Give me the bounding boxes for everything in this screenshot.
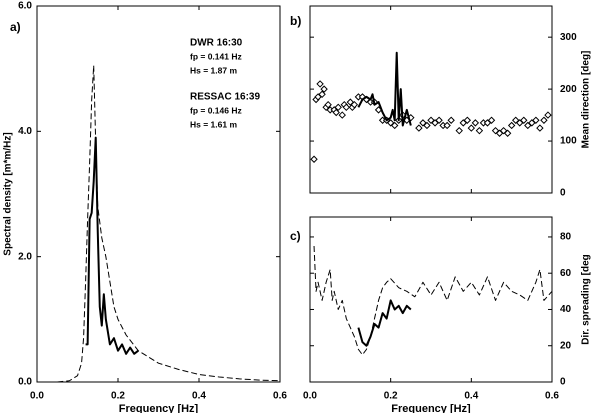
- diamond-marker: [318, 90, 326, 99]
- solid-line: [357, 299, 412, 347]
- diamond-marker: [532, 116, 540, 124]
- diamond-marker: [540, 116, 548, 124]
- annotation: Hs = 1.87 m: [190, 65, 237, 75]
- y-tick-label: 0: [560, 188, 566, 199]
- panel-label: c): [290, 229, 301, 243]
- x-tick-label: 0.6: [545, 391, 559, 402]
- x-tick-label: 0.4: [192, 391, 206, 402]
- y-tick-label: 300: [560, 32, 577, 43]
- diamond-marker: [334, 103, 342, 111]
- y-axis-title: Spectral density [m*m/Hz]: [3, 132, 14, 255]
- plot-frame: [309, 216, 553, 383]
- annotation: Hs = 1.61 m: [190, 119, 237, 129]
- dashed-line: [57, 65, 281, 383]
- diamond-marker: [520, 116, 528, 124]
- diamond-marker: [342, 103, 351, 111]
- diamond-marker: [324, 100, 332, 109]
- diamond-marker: [310, 155, 318, 163]
- y-tick-label: 2.0: [18, 251, 32, 262]
- solid-line: [85, 136, 139, 355]
- y-tick-label: 0.0: [18, 377, 32, 388]
- diamond-marker: [316, 80, 324, 88]
- y-tick-label: 20: [560, 340, 572, 351]
- y-axis-title: Dir. spreading [deg: [581, 254, 592, 345]
- annotation: RESSAC 16:39: [190, 92, 260, 103]
- diamond-marker: [467, 124, 476, 132]
- diamond-marker: [427, 116, 435, 124]
- y-tick-label: 200: [560, 84, 577, 95]
- diamond-marker: [463, 116, 472, 124]
- diamond-marker: [415, 124, 423, 132]
- diamond-marker: [455, 126, 463, 135]
- diamond-marker: [423, 121, 431, 130]
- y-tick-label: 80: [560, 232, 572, 243]
- diamond-marker: [350, 100, 359, 109]
- y-tick-label: 6.0: [18, 1, 32, 12]
- x-tick-label: 0.4: [464, 391, 478, 402]
- diamond-marker: [320, 85, 328, 93]
- diamond-marker: [503, 129, 512, 137]
- dashed-line: [313, 245, 553, 356]
- diamond-marker: [435, 116, 443, 124]
- diamond-marker: [390, 121, 399, 130]
- diamond-marker: [471, 119, 480, 127]
- x-tick-label: 0.2: [111, 391, 125, 402]
- x-axis-title: Frequency [Hz]: [391, 403, 471, 413]
- x-tick-label: 0.2: [384, 391, 398, 402]
- diamond-marker: [544, 111, 552, 119]
- diamond-marker: [536, 124, 544, 132]
- y-axis-title: Mean direction [deg]: [581, 51, 592, 149]
- diamond-marker: [475, 126, 484, 135]
- solid-line: [357, 51, 412, 127]
- y-tick-label: 4.0: [18, 126, 32, 137]
- plot-frame: [309, 5, 553, 194]
- x-tick-label: 0.0: [30, 391, 44, 402]
- diamond-marker: [443, 121, 451, 130]
- y-tick-label: 60: [560, 268, 572, 279]
- diamond-marker: [332, 108, 340, 117]
- annotation: fp = 0.141 Hz: [190, 51, 242, 61]
- diamond-marker: [499, 126, 508, 135]
- diamond-marker: [511, 116, 520, 124]
- diamond-marker: [507, 121, 516, 130]
- panel-label: b): [290, 14, 301, 28]
- annotation: fp = 0.146 Hz: [190, 105, 242, 115]
- diamond-marker: [338, 111, 346, 119]
- x-axis-title: Frequency [Hz]: [119, 403, 199, 413]
- y-tick-label: 100: [560, 136, 577, 147]
- annotation: DWR 16:30: [190, 38, 243, 49]
- diamond-marker: [386, 119, 395, 127]
- x-tick-label: 0.6: [273, 391, 287, 402]
- plot-frame: [36, 5, 281, 383]
- panel-label: a): [10, 20, 21, 34]
- diamond-marker: [447, 116, 455, 124]
- x-tick-label: 0.0: [303, 391, 317, 402]
- y-tick-label: 0: [560, 377, 566, 388]
- diamond-marker: [487, 116, 496, 124]
- y-tick-label: 40: [560, 304, 572, 315]
